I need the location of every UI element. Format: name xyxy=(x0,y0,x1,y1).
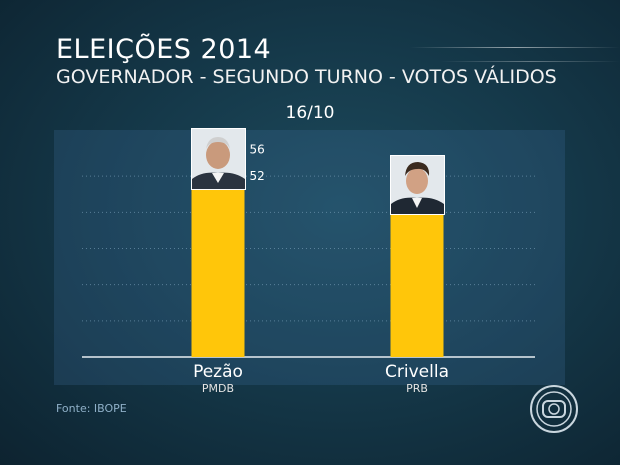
page-title: ELEIÇÕES 2014 xyxy=(56,34,272,65)
party-label-pezao: PMDB xyxy=(202,382,234,395)
decorative-streak xyxy=(440,61,620,62)
decorative-streak xyxy=(410,47,620,48)
chart-panel xyxy=(54,130,565,385)
grid-lines xyxy=(82,175,535,322)
page-subtitle: GOVERNADOR - SEGUNDO TURNO - VOTOS VÁLID… xyxy=(56,66,557,88)
margin-low-label: 52 xyxy=(250,169,265,183)
bar-pezao xyxy=(191,161,245,357)
portrait-pezao-icon xyxy=(192,129,245,189)
category-label-crivella: Crivella xyxy=(385,362,449,382)
candidate-photo-crivella xyxy=(390,155,445,215)
source-note: Fonte: IBOPE xyxy=(56,402,127,415)
party-label-crivella: PRB xyxy=(406,382,428,395)
bar-crivella xyxy=(390,190,444,357)
poll-date: 16/10 xyxy=(285,103,335,123)
globo-logo-icon xyxy=(530,385,578,433)
candidate-photo-pezao xyxy=(191,128,246,190)
margin-high-label: 56 xyxy=(250,142,265,156)
portrait-crivella-icon xyxy=(391,156,444,214)
category-label-pezao: Pezão xyxy=(193,362,243,382)
